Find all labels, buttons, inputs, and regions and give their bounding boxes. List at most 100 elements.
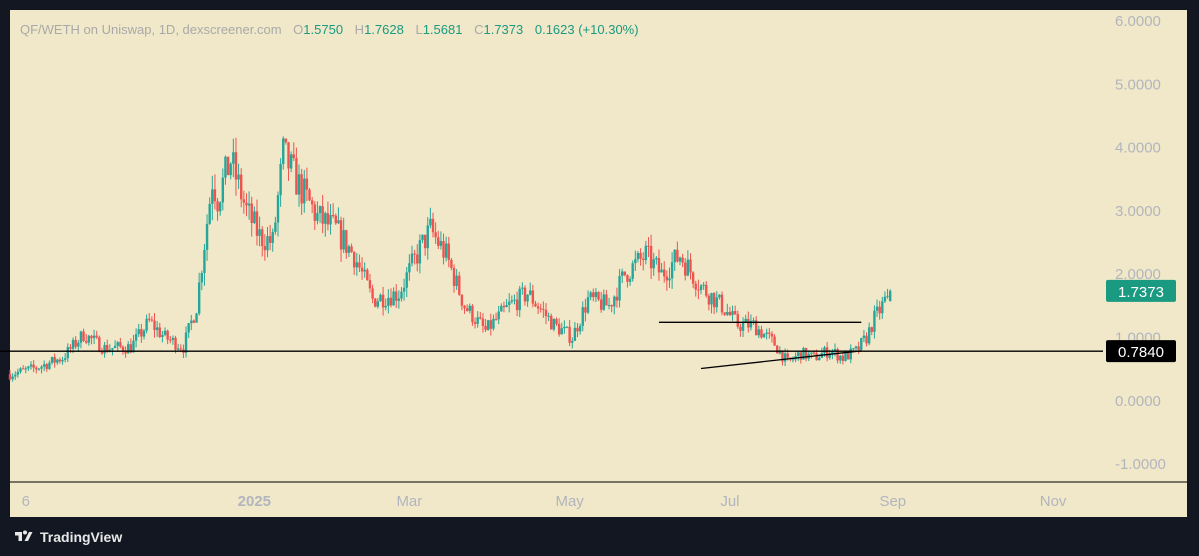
candle-body xyxy=(29,364,33,367)
candle-body xyxy=(484,325,487,330)
candle-body xyxy=(274,222,277,232)
candle-body xyxy=(134,334,138,341)
candle-body xyxy=(710,293,713,305)
candle-body xyxy=(145,318,148,331)
candle-body xyxy=(45,364,48,369)
tradingview-branding[interactable]: TradingView xyxy=(14,526,122,548)
candle-body xyxy=(331,215,335,217)
candle-body xyxy=(791,359,795,361)
x-tick-label: Sep xyxy=(879,493,906,510)
candle-body xyxy=(547,315,550,317)
candle-body xyxy=(447,243,450,260)
candle-body xyxy=(142,330,146,337)
candle-body xyxy=(221,177,225,203)
candle-body xyxy=(660,269,663,273)
candle-body xyxy=(87,335,91,343)
candle-body xyxy=(14,374,17,377)
candle-body xyxy=(518,288,521,311)
candle-body xyxy=(389,297,393,306)
candle-body xyxy=(455,275,458,286)
candle-body xyxy=(773,336,776,346)
open-label: O xyxy=(293,22,304,37)
candle-body xyxy=(681,257,684,263)
candle-body xyxy=(450,259,453,268)
candle-body xyxy=(253,211,256,223)
candle-body xyxy=(195,313,198,323)
candle-body xyxy=(563,326,566,329)
candle-body xyxy=(261,229,264,247)
candle-body xyxy=(16,371,20,375)
candle-body xyxy=(155,327,159,331)
open-value: 1.5750 xyxy=(303,22,344,37)
candle-body xyxy=(187,323,190,333)
chart-panel[interactable] xyxy=(10,10,1187,517)
candle-body xyxy=(765,332,768,334)
candle-body xyxy=(678,257,682,262)
candle-body xyxy=(226,156,230,176)
candle-body xyxy=(444,243,448,258)
candle-body xyxy=(623,271,627,276)
candle-body xyxy=(347,246,351,253)
candle-body xyxy=(481,318,485,326)
candle-body xyxy=(208,203,211,224)
candle-body xyxy=(100,351,104,354)
horizontal-line-badge-label: 0.7840 xyxy=(1118,344,1164,361)
candle-body xyxy=(663,269,666,277)
candle-body xyxy=(534,303,537,307)
candle-body xyxy=(416,254,419,264)
candle-body xyxy=(358,262,361,268)
candle-body xyxy=(266,236,269,251)
candle-body xyxy=(48,362,51,369)
candle-body xyxy=(812,352,816,354)
candle-body xyxy=(702,284,705,286)
candle-body xyxy=(334,215,337,224)
candle-body xyxy=(736,314,739,327)
candle-body xyxy=(121,346,125,352)
candle-body xyxy=(303,178,306,204)
candle-body xyxy=(460,294,464,306)
candle-body xyxy=(405,272,408,288)
candle-body xyxy=(657,258,661,273)
candle-body xyxy=(691,272,695,284)
candle-body xyxy=(854,346,858,349)
candle-body xyxy=(297,174,301,195)
candle-body xyxy=(741,322,745,331)
candle-body xyxy=(197,282,201,314)
candle-body xyxy=(27,366,30,369)
candle-body xyxy=(578,325,582,332)
candle-body xyxy=(875,306,879,311)
last-price-badge xyxy=(1106,279,1176,302)
candle-body xyxy=(644,245,648,261)
candle-body xyxy=(397,298,401,301)
y-tick-label: 5.0000 xyxy=(1115,76,1161,93)
candle-body xyxy=(642,258,645,261)
candle-body xyxy=(255,211,259,236)
candle-body xyxy=(649,245,653,269)
y-tick-label: 4.0000 xyxy=(1115,140,1161,157)
candle-body xyxy=(368,280,372,289)
candle-body xyxy=(300,174,303,204)
candle-body xyxy=(631,263,634,279)
candle-body xyxy=(305,178,309,190)
candle-body xyxy=(610,305,613,307)
x-tick-label: Nov xyxy=(1040,493,1067,510)
candle-body xyxy=(531,290,535,304)
candle-body xyxy=(628,278,632,282)
candle-body xyxy=(676,249,679,262)
y-tick-label: -1.0000 xyxy=(1115,456,1166,473)
candle-body xyxy=(849,348,852,360)
candle-body xyxy=(113,345,117,349)
candle-body xyxy=(408,263,411,273)
low-label: L xyxy=(415,22,423,37)
candle-body xyxy=(124,351,127,354)
candle-body xyxy=(673,249,676,263)
candle-body xyxy=(429,218,432,226)
candle-body xyxy=(98,337,101,352)
candle-body xyxy=(437,237,440,246)
candle-body xyxy=(8,374,12,380)
candle-body xyxy=(786,353,789,358)
candle-body xyxy=(371,288,374,299)
candle-body xyxy=(881,301,884,314)
candle-body xyxy=(247,203,251,206)
